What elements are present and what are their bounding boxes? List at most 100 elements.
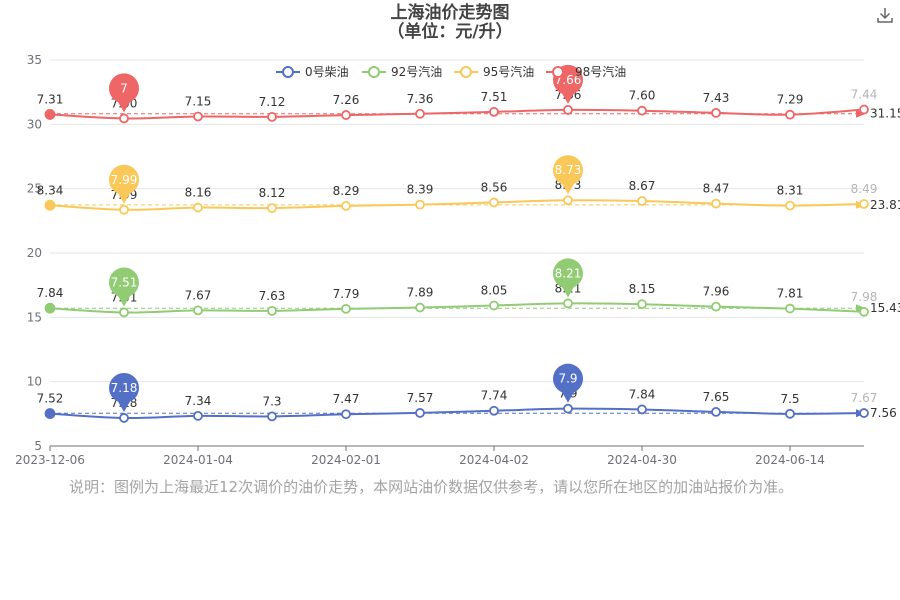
data-label: 8.47: [703, 182, 730, 196]
pin-head: [553, 155, 583, 186]
data-point: [489, 300, 499, 311]
x-tick-label: 2024-01-04: [163, 453, 233, 467]
pin-tail: [560, 89, 576, 104]
data-point: [785, 303, 795, 314]
data-label: 7.65: [703, 390, 730, 404]
data-point: [859, 408, 869, 418]
series-4: 31.15 7.31 7.00 7.15 7.12 7.26 7.36 7.51 7.66 7.6…: [37, 88, 900, 124]
data-point: [415, 108, 425, 119]
data-label: 7.51: [481, 90, 508, 104]
download-icon[interactable]: [876, 6, 894, 24]
data-label: 7.63: [259, 289, 286, 303]
legend-label: 92号汽油: [391, 64, 442, 79]
max-marker: 7.66: [553, 64, 583, 104]
data-point: [267, 411, 277, 422]
data-point: [119, 113, 129, 124]
data-label: 7.57: [407, 391, 434, 405]
download-icon-glyph: [877, 8, 893, 23]
max-marker: 8.73: [553, 155, 583, 195]
series-1: 7.56 7.52 7.18 7.34 7.3 7.47 7.57 7.74 7.9 7.84 7.…: [37, 387, 897, 423]
data-point: [44, 302, 56, 314]
data-label: 8.73: [555, 178, 582, 192]
data-point: [563, 403, 573, 414]
pin-label: 7.18: [111, 381, 138, 395]
data-point: [563, 195, 573, 206]
data-point: [267, 305, 277, 316]
data-label: 7.15: [185, 94, 212, 108]
data-point: [341, 201, 351, 211]
min-marker: 7.99: [109, 164, 139, 204]
grid-lines: [50, 59, 864, 383]
min-marker: 7: [109, 73, 139, 113]
series-lines: 7.56 7.52 7.18 7.34 7.3 7.47 7.57 7.74 7.9 7.84 7.…: [37, 88, 900, 423]
series-3: 23.81 8.34 7.99 8.16 8.12 8.29 8.39 8.56 8.73 8.6…: [37, 178, 900, 215]
data-label: 8.67: [629, 179, 656, 193]
pin-label: 7.9: [558, 372, 577, 386]
data-point: [563, 298, 573, 309]
data-label: 8.34: [37, 183, 64, 197]
pin-head: [109, 164, 139, 195]
data-point: [44, 109, 56, 120]
pin-label: 8.73: [555, 163, 582, 177]
series-2: 15.43 7.84 7.51 7.67 7.63 7.79 7.89 8.05 8.21 8.1…: [37, 281, 900, 318]
pin-tail: [116, 98, 132, 113]
data-label: 8.15: [629, 282, 656, 296]
pin-head: [553, 363, 583, 394]
data-label: 7.51: [111, 290, 138, 304]
data-point: [711, 407, 721, 417]
y-tick-label: 25: [27, 182, 42, 196]
pin-label: 7.99: [111, 173, 138, 187]
pin-label: 7: [120, 81, 128, 95]
x-tick-label: 2024-04-02: [459, 453, 529, 467]
data-point: [119, 307, 129, 318]
pin-head: [553, 64, 583, 95]
data-point: [193, 305, 203, 316]
mark-line-label: 15.43: [870, 301, 900, 315]
mark-line-label: 7.56: [870, 406, 897, 420]
data-label: 7.43: [703, 91, 730, 105]
data-point: [193, 202, 203, 213]
legend-label: 95号汽油: [483, 64, 534, 79]
pin-tail: [560, 388, 576, 403]
data-label: 7.84: [37, 286, 64, 300]
series-line: [49, 199, 865, 211]
data-label: 7.36: [407, 92, 434, 106]
data-point: [637, 105, 647, 116]
legend-symbol: [552, 66, 564, 78]
x-tick-label: 2024-06-14: [755, 453, 825, 467]
series-line: [49, 302, 865, 314]
data-point: [415, 408, 425, 418]
legend-item: 0号柴油: [276, 65, 349, 79]
data-point: [859, 104, 869, 115]
data-point: [711, 107, 721, 118]
data-label: 7.44: [851, 88, 878, 102]
data-point: [341, 303, 351, 314]
pin-tail: [116, 397, 132, 412]
data-label: 7.60: [629, 89, 656, 103]
y-tick-label: 35: [27, 53, 42, 67]
data-label: 7.74: [481, 389, 508, 403]
data-label: 7.34: [185, 394, 212, 408]
mark-line-label: 23.81: [870, 198, 900, 212]
data-label: 8.39: [407, 183, 434, 197]
data-point: [711, 301, 721, 312]
data-point: [119, 413, 129, 423]
y-tick-label: 5: [34, 439, 42, 453]
pin-head: [109, 372, 139, 403]
series-line: [49, 407, 865, 419]
x-tick-label: 2024-02-01: [311, 453, 381, 467]
x-tick-label: 2023-12-06: [15, 453, 85, 467]
data-label: 7.5: [780, 392, 799, 406]
pin-tail: [116, 292, 132, 307]
x-tick-label: 2024-04-30: [607, 453, 677, 467]
data-point: [267, 111, 277, 122]
data-point: [637, 299, 647, 310]
pin-head: [109, 267, 139, 298]
data-label: 7.18: [111, 396, 138, 410]
data-label: 7.67: [185, 288, 212, 302]
pin-tail: [560, 180, 576, 195]
data-point: [489, 405, 499, 416]
chart-title: 上海油价走势图 （单位：元/升）: [0, 4, 900, 42]
data-point: [44, 199, 56, 211]
